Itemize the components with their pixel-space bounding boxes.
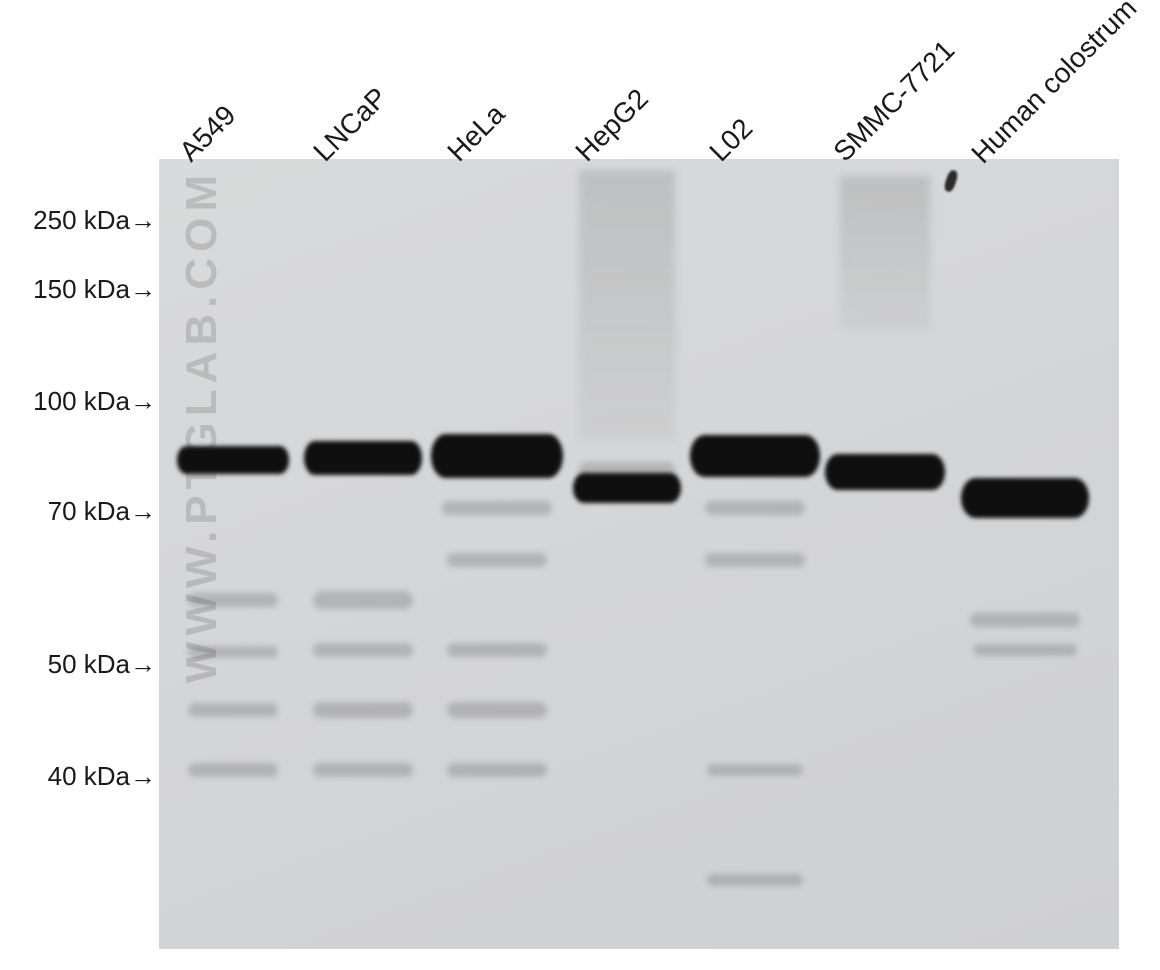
lane-label: LNCaP <box>307 82 393 168</box>
band <box>961 478 1089 518</box>
band <box>690 435 820 477</box>
band <box>825 454 945 490</box>
lane-smear <box>579 170 675 440</box>
marker-label: 50 kDa→ <box>48 649 156 680</box>
faint-band <box>447 763 547 777</box>
band <box>177 446 289 474</box>
marker-label: 100 kDa→ <box>33 386 156 417</box>
faint-band <box>188 703 278 717</box>
artifact-mark <box>943 169 959 193</box>
figure-container: WWW.PTGLAB.COM A549LNCaPHeLaHepG2L02SMMC… <box>0 0 1160 970</box>
faint-band <box>707 764 803 776</box>
faint-band <box>313 763 413 777</box>
faint-band <box>313 591 413 609</box>
faint-band <box>705 501 805 515</box>
lane-label: SMMC-7721 <box>827 34 961 168</box>
faint-band <box>188 593 278 607</box>
faint-band <box>188 763 278 777</box>
faint-band <box>442 501 552 515</box>
faint-band <box>313 702 413 718</box>
band <box>573 473 681 503</box>
lane-smear <box>840 176 930 330</box>
band <box>304 441 422 475</box>
faint-band <box>973 644 1077 656</box>
marker-label: 70 kDa→ <box>48 496 156 527</box>
lane-label: A549 <box>173 99 242 168</box>
marker-label: 40 kDa→ <box>48 761 156 792</box>
lane-label: HepG2 <box>569 83 654 168</box>
faint-band <box>447 702 547 718</box>
faint-band <box>188 646 278 658</box>
faint-band <box>313 643 413 657</box>
blot-membrane: WWW.PTGLAB.COM <box>159 159 1119 949</box>
faint-band <box>970 613 1080 627</box>
faint-band <box>447 553 547 567</box>
lane-label: Human colostrum <box>965 0 1143 170</box>
faint-band <box>447 643 547 657</box>
band <box>431 434 563 478</box>
faint-band <box>707 874 803 886</box>
lane-label: HeLa <box>441 98 511 168</box>
marker-label: 150 kDa→ <box>33 274 156 305</box>
faint-band <box>705 553 805 567</box>
marker-label: 250 kDa→ <box>33 205 156 236</box>
